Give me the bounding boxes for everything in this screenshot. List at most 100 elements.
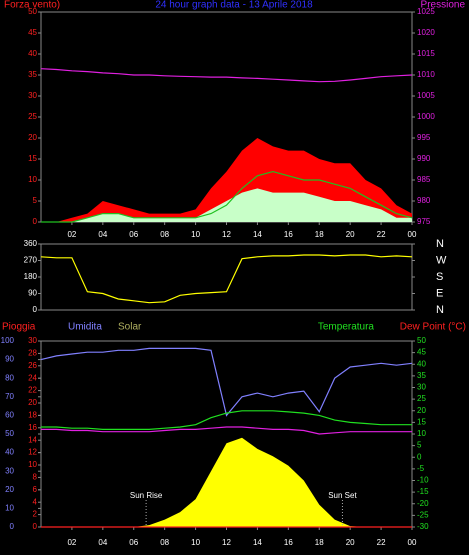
x-tick-label: 20 (346, 230, 355, 239)
line (40, 254, 413, 304)
x-tick-label: 02 (67, 538, 76, 547)
x-tick-label: 10 (191, 230, 200, 239)
y2-tick-label: W (436, 254, 447, 266)
y-tick-label: 0 (33, 305, 38, 314)
y2-axis-label: Pressione (421, 0, 466, 11)
x-tick-label: 14 (253, 538, 262, 547)
y-tick-label: 50 (5, 429, 14, 438)
y3-tick-label: 12 (28, 448, 37, 457)
y2-tick-label: 990 (417, 154, 431, 163)
series-label: Pioggia (2, 322, 36, 333)
annotation: Sun Rise (130, 491, 163, 500)
y3-tick-label: 28 (28, 349, 37, 358)
series-label: Umidita (68, 322, 102, 333)
x-tick-label: 18 (315, 230, 324, 239)
y3-tick-label: 4 (33, 497, 38, 506)
y2-tick-label: -10 (417, 476, 429, 485)
y2-tick-label: 1025 (417, 7, 435, 16)
y3-tick-label: 30 (28, 336, 37, 345)
y3-tick-label: 14 (28, 435, 37, 444)
y3-tick-label: 16 (28, 423, 37, 432)
y2-tick-label: 5 (417, 441, 422, 450)
y2-tick-label: 25 (417, 394, 426, 403)
line (41, 426, 412, 435)
x-tick-label: 22 (377, 230, 386, 239)
y2-tick-label: -15 (417, 487, 429, 496)
y-tick-label: 5 (33, 196, 38, 205)
y-tick-label: 25 (28, 112, 37, 121)
y-tick-label: 10 (28, 175, 37, 184)
y-axis-label: Forza vento) (4, 0, 60, 11)
x-tick-label: 20 (346, 538, 355, 547)
y2-tick-label: 0 (417, 452, 422, 461)
x-tick-label: 22 (377, 538, 386, 547)
y2-tick-label: N (436, 304, 444, 316)
y-tick-label: 45 (28, 28, 37, 37)
y-tick-label: 90 (5, 355, 14, 364)
y2-tick-label: 40 (417, 359, 426, 368)
y2-tick-label: 1005 (417, 91, 435, 100)
y-tick-label: 15 (28, 154, 37, 163)
y-tick-label: 50 (28, 7, 37, 16)
y-tick-label: 0 (33, 217, 38, 226)
x-tick-label: 02 (67, 230, 76, 239)
y2-tick-label: 10 (417, 429, 426, 438)
y-tick-label: 10 (5, 504, 14, 513)
y3-tick-label: 20 (28, 398, 37, 407)
y2-tick-label: 995 (417, 133, 431, 142)
chart-title: 24 hour graph data - 13 Aprile 2018 (155, 0, 313, 11)
x-tick-label: 06 (129, 538, 138, 547)
y-tick-label: 20 (28, 133, 37, 142)
y-tick-label: 20 (5, 485, 14, 494)
x-tick-label: 14 (253, 230, 262, 239)
y2-tick-label: 45 (417, 348, 426, 357)
annotation: Sun Set (328, 491, 357, 500)
plot-frame (40, 243, 413, 311)
y2-tick-label: 980 (417, 196, 431, 205)
line (41, 410, 412, 430)
series-label: Solar (118, 322, 142, 333)
y3-tick-label: 8 (33, 473, 38, 482)
y-tick-label: 180 (24, 272, 38, 281)
y3-tick-label: 24 (28, 373, 37, 382)
y2-tick-label: 1015 (417, 49, 435, 58)
y-tick-label: 40 (28, 49, 37, 58)
y3-tick-label: 10 (28, 460, 37, 469)
y2-tick-label: 1010 (417, 70, 435, 79)
y2-tick-label: 975 (417, 217, 431, 226)
y3-tick-label: 18 (28, 411, 37, 420)
series-label: Dew Point (°C) (400, 322, 466, 333)
y-tick-label: 0 (10, 522, 15, 531)
y-tick-label: 40 (5, 448, 14, 457)
x-tick-label: 16 (284, 230, 293, 239)
y2-tick-label: -25 (417, 510, 429, 519)
y2-tick-label: 15 (417, 417, 426, 426)
x-tick-label: 06 (129, 230, 138, 239)
x-tick-label: 00 (408, 538, 417, 547)
y2-tick-label: -20 (417, 499, 429, 508)
y2-tick-label: 50 (417, 336, 426, 345)
line (41, 170, 413, 223)
x-tick-label: 04 (98, 538, 107, 547)
y3-tick-label: 22 (28, 386, 37, 395)
y-tick-label: 30 (28, 91, 37, 100)
y-tick-label: 90 (28, 289, 37, 298)
x-tick-label: 18 (315, 538, 324, 547)
x-tick-label: 12 (222, 230, 231, 239)
y2-tick-label: -5 (417, 464, 425, 473)
series-label: Temperatura (318, 322, 375, 333)
y2-tick-label: E (436, 287, 443, 299)
y-tick-label: 30 (5, 466, 14, 475)
x-tick-label: 12 (222, 538, 231, 547)
x-tick-label: 08 (160, 538, 169, 547)
x-tick-label: 10 (191, 538, 200, 547)
y3-tick-label: 0 (33, 522, 38, 531)
y-tick-label: 80 (5, 373, 14, 382)
y2-tick-label: 35 (417, 371, 426, 380)
y2-tick-label: -30 (417, 522, 429, 531)
x-tick-label: 16 (284, 538, 293, 547)
y2-tick-label: N (436, 238, 444, 250)
y-tick-label: 100 (1, 336, 15, 345)
y-tick-label: 270 (24, 256, 38, 265)
y-tick-label: 360 (24, 239, 38, 248)
